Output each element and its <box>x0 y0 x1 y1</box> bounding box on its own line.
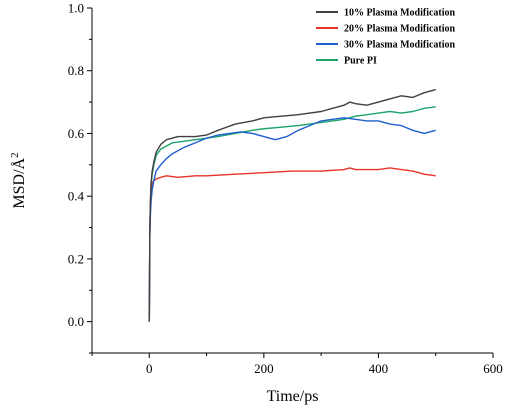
y-tick-label: 0.8 <box>68 63 84 78</box>
series-line-30-plasma-modification <box>148 117 436 322</box>
x-tick-label: 0 <box>146 361 153 376</box>
series-line-10-plasma-modification <box>148 88 436 322</box>
legend-label: 20% Plasma Modification <box>344 24 456 35</box>
series-line-20-plasma-modification <box>148 167 436 322</box>
x-tick-label: 400 <box>369 361 389 376</box>
legend-label: 10% Plasma Modification <box>344 8 456 19</box>
legend-label: Pure PI <box>344 56 377 67</box>
y-axis-title: MSD/Å2 <box>9 152 28 208</box>
legend: 10% Plasma Modification 20% Plasma Modifi… <box>316 8 456 67</box>
y-tick-label: 1.0 <box>68 1 84 16</box>
y-axis-title-superscript: 2 <box>9 152 21 158</box>
y-tick-label: 0.0 <box>68 314 84 329</box>
x-tick-label: 600 <box>483 361 503 376</box>
y-axis: 0.0 0.2 0.4 0.6 0.8 1.0 <box>68 1 92 354</box>
x-axis-title: Time/ps <box>267 388 319 405</box>
legend-label: 30% Plasma Modification <box>344 40 456 51</box>
plot-frame <box>91 8 493 354</box>
y-tick-label: 0.4 <box>68 189 85 204</box>
y-axis-title-main: MSD/Å <box>10 157 28 208</box>
x-tick-label: 200 <box>254 361 274 376</box>
series-line-pure-pi <box>148 106 436 322</box>
series-layer <box>148 88 436 322</box>
y-tick-label: 0.2 <box>68 251 84 266</box>
x-axis: 0 200 400 600 <box>91 353 503 376</box>
y-tick-label: 0.6 <box>68 126 85 141</box>
